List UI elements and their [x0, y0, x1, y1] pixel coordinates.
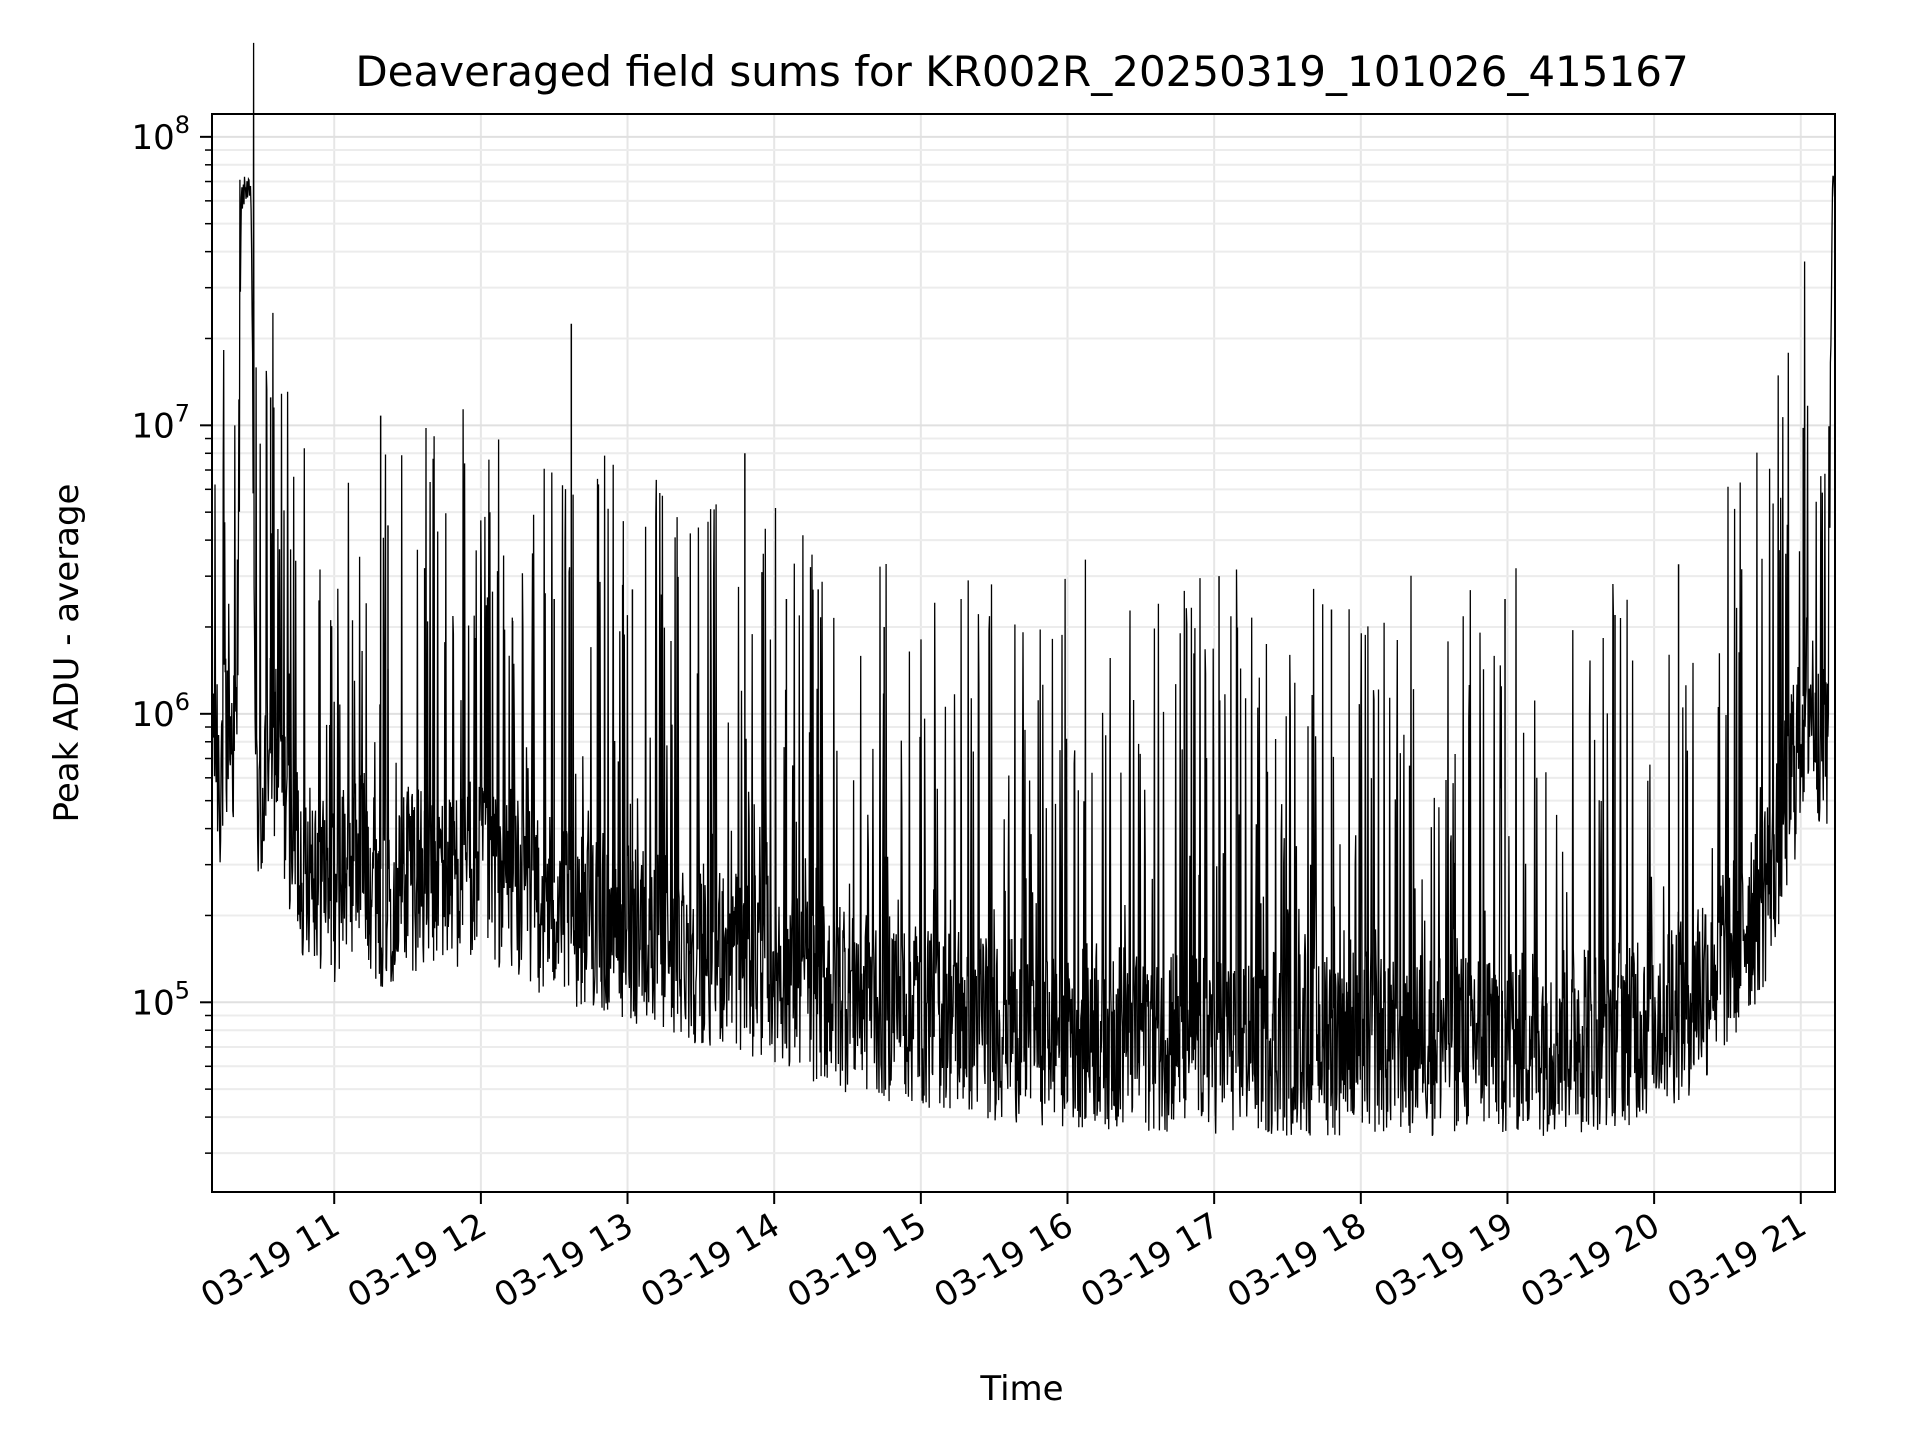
series-line	[211, 42, 1836, 1136]
y-tick-label-2: 107	[131, 399, 190, 446]
y-tick-label-3: 108	[131, 111, 190, 158]
y-axis-label: Peak ADU - average	[47, 484, 87, 823]
y-tick-label-0: 105	[131, 976, 190, 1023]
y-axis: 105 106 107 108	[131, 111, 212, 1154]
x-axis-label: Time	[979, 1369, 1063, 1409]
chart-title: Deaveraged field sums for KR002R_2025031…	[355, 47, 1688, 96]
plot-area	[211, 42, 1836, 1136]
y-tick-label-1: 106	[131, 688, 190, 735]
plot-frame	[211, 113, 1836, 1193]
